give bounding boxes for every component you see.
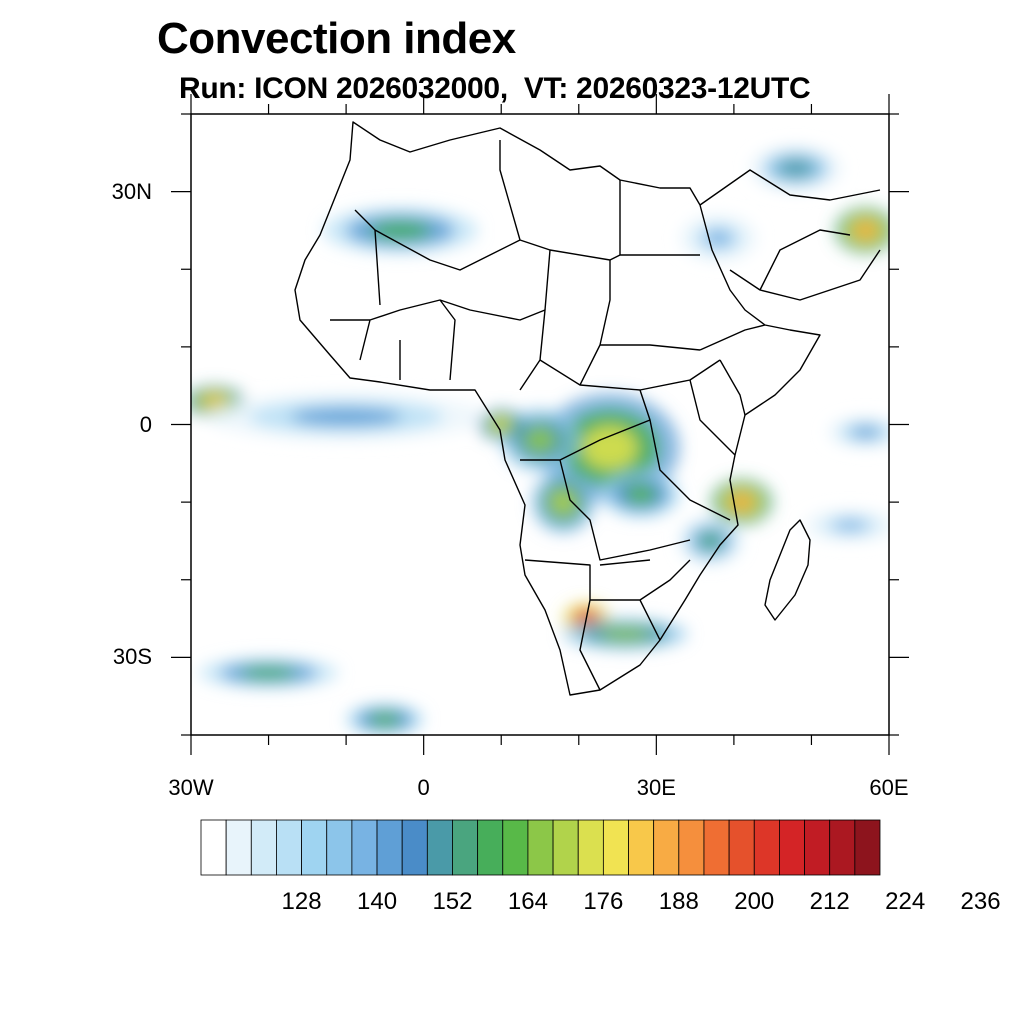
africa-coastline — [294, 121, 821, 696]
colorbar-swatch — [301, 819, 328, 876]
field-central-africa-core — [581, 426, 638, 470]
colorbar-swatch — [452, 819, 479, 876]
field-zambia-north — [625, 485, 657, 504]
country-borders — [294, 121, 881, 696]
colorbar-swatch — [678, 819, 705, 876]
border-central — [520, 260, 731, 561]
colorbar-label: 236 — [960, 888, 1001, 915]
border-west — [330, 299, 546, 391]
chart-subtitle: Run: ICON 2026032000, VT: 20260323-12UTC — [179, 72, 811, 105]
colorbar-swatch — [804, 819, 831, 876]
axis-ticks — [171, 94, 909, 755]
lon-label: 60E — [869, 775, 909, 800]
colorbar-swatch — [477, 819, 504, 876]
field-congo-basin-west — [524, 427, 556, 453]
border-south — [524, 559, 691, 691]
field-indian-ocean-east — [850, 426, 882, 439]
colorbar-label: 188 — [658, 888, 699, 915]
colorbar-swatch — [502, 819, 529, 876]
border-east — [689, 169, 881, 456]
colorbar-label: 152 — [432, 888, 473, 915]
colorbar-label: 200 — [734, 888, 775, 915]
lat-label: 0 — [139, 411, 152, 437]
field-gulf-oman — [853, 221, 879, 240]
field-mozambique-channel — [698, 531, 724, 551]
colorbar-swatch — [552, 819, 579, 876]
colorbar-swatch — [854, 819, 881, 876]
convection-fields — [191, 145, 889, 735]
colorbar-swatch — [628, 819, 655, 876]
field-indian-ocean-south — [831, 519, 869, 532]
lat-label: 30N — [111, 178, 152, 204]
colorbar-swatch — [829, 819, 856, 876]
colorbar-swatch — [703, 819, 730, 876]
lon-label: 0 — [417, 775, 430, 800]
colorbar-swatch — [527, 819, 554, 876]
colorbar-swatch — [225, 819, 252, 876]
colorbar-swatch — [401, 819, 428, 876]
field-atlantic-itcz-west — [201, 395, 227, 408]
madagascar-outline — [764, 519, 811, 621]
colorbar-swatch — [200, 819, 227, 876]
field-gabon-coast — [491, 418, 511, 431]
field-south-atlantic-tail — [369, 713, 401, 726]
field-south-africa-band — [600, 627, 651, 641]
colorbar-label: 140 — [357, 888, 398, 915]
colorbar-label: 224 — [885, 888, 926, 915]
chart-title: Convection index — [157, 14, 516, 63]
lon-label: 30W — [168, 775, 214, 800]
colorbar-swatch — [753, 819, 780, 876]
colorbar-swatch — [250, 819, 277, 876]
field-south-atlantic-front — [240, 666, 297, 680]
colorbar-label: 176 — [583, 888, 624, 915]
colorbar-swatch — [276, 819, 302, 876]
lat-label: 30S — [112, 644, 152, 670]
colorbar-swatch — [728, 819, 755, 876]
colorbar — [200, 819, 881, 876]
colorbar-swatch — [376, 819, 403, 876]
colorbar-swatch — [426, 819, 453, 876]
colorbar-swatch — [577, 819, 604, 876]
colorbar-swatch — [351, 819, 378, 876]
lon-label: 30E — [636, 775, 676, 800]
field-sahara-band — [369, 221, 432, 240]
colorbar-label: 212 — [809, 888, 850, 915]
colorbar-swatch — [653, 819, 680, 876]
colorbar-swatch — [779, 819, 805, 876]
colorbar-swatch — [326, 819, 353, 876]
field-atlantic-itcz-band — [290, 407, 402, 427]
colorbar-label: 164 — [507, 888, 548, 915]
colorbar-swatch — [602, 819, 629, 876]
colorbar-label: 128 — [281, 888, 322, 915]
field-persia-north — [777, 159, 815, 178]
border-north — [354, 140, 700, 311]
